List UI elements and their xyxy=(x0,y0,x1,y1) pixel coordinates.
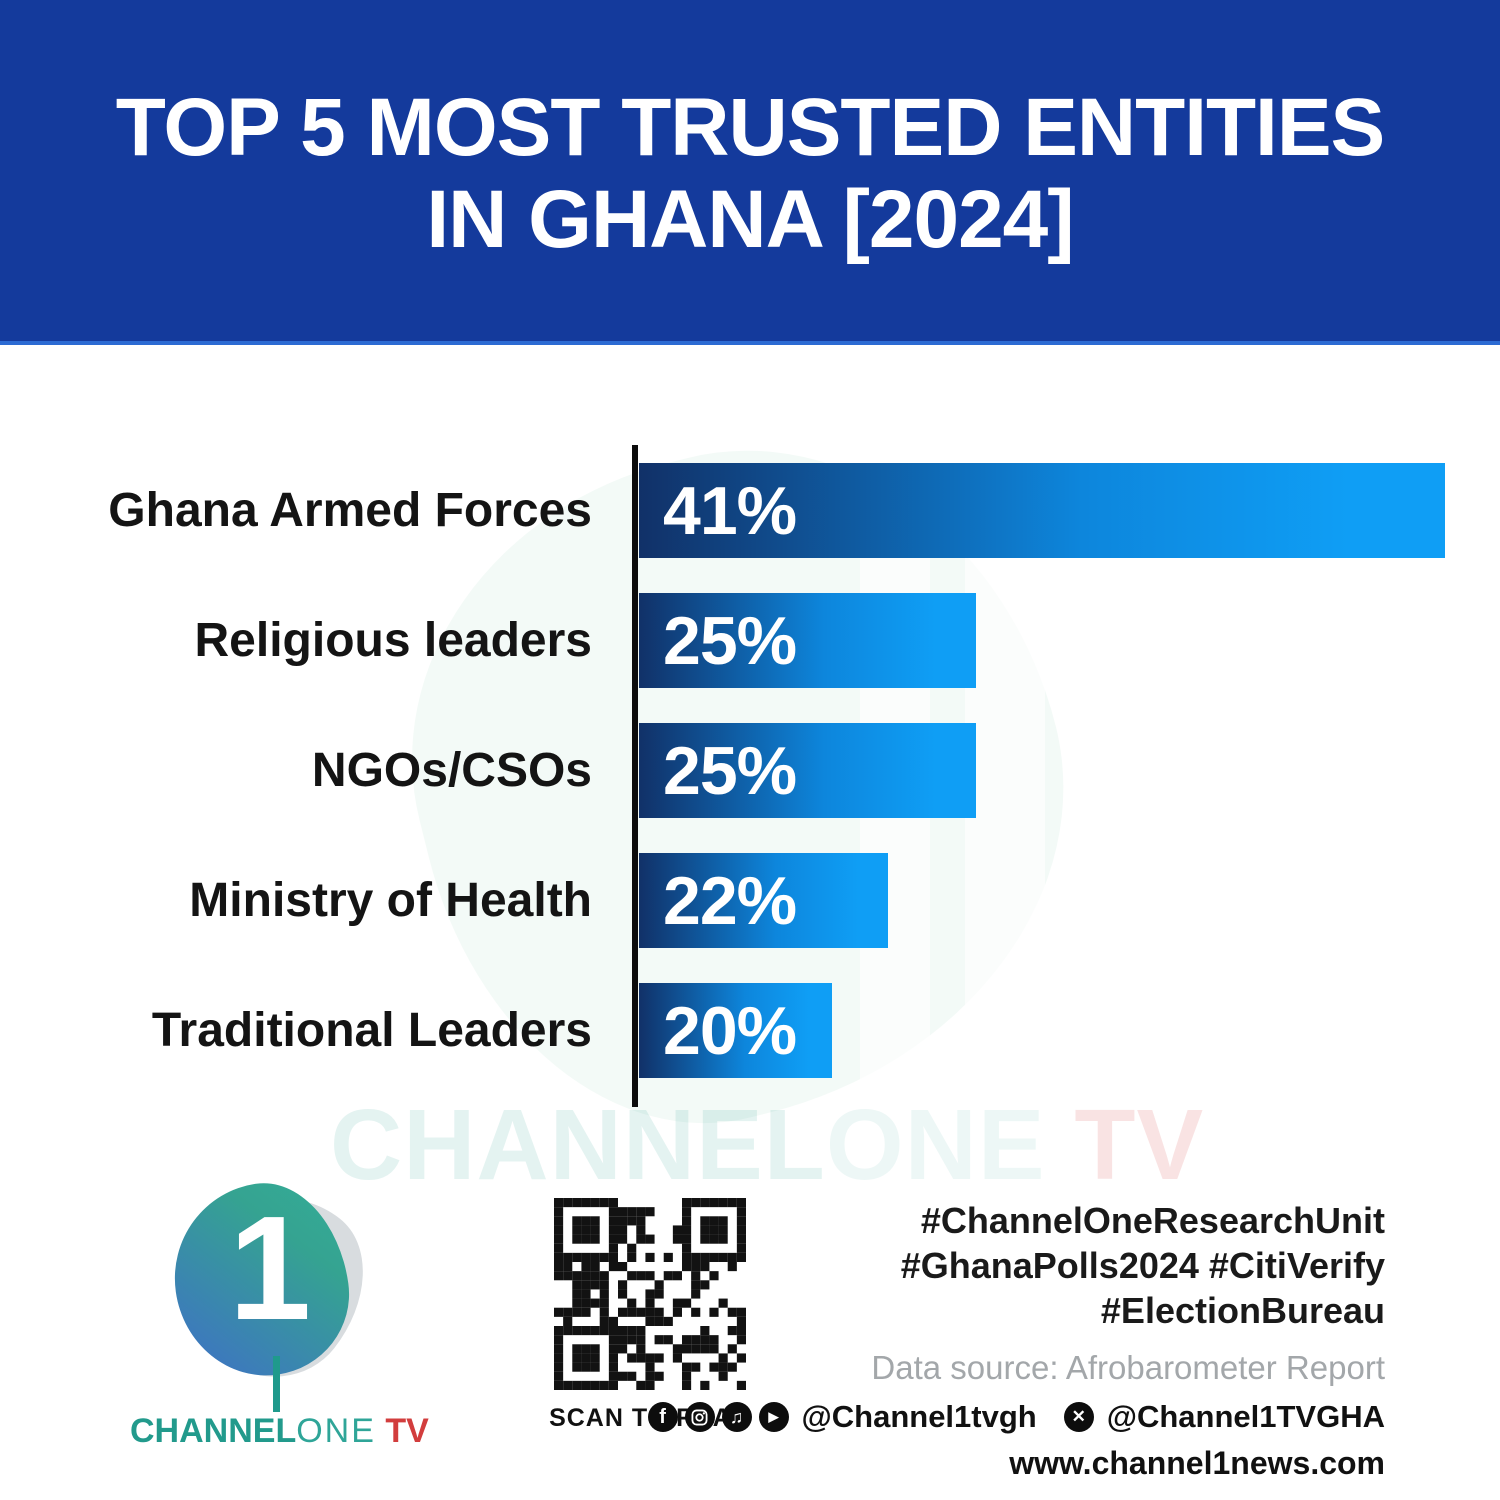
page-title-line2: IN GHANA [2024] xyxy=(426,173,1074,265)
hashtag-line: #GhanaPolls2024 #CitiVerify xyxy=(900,1245,1385,1286)
bar: 20% xyxy=(639,983,832,1078)
category-label: Ministry of Health xyxy=(189,874,592,927)
bar-row: Ghana Armed Forces 41% xyxy=(0,463,1500,558)
social-handle-2: @Channel1TVGHA xyxy=(1106,1399,1385,1434)
wordmark-channel: CHANNEL xyxy=(130,1412,297,1450)
bar: 22% xyxy=(639,853,888,948)
bar-row: Religious leaders 25% xyxy=(0,593,1500,688)
hashtags: #ChannelOneResearchUnit #GhanaPolls2024 … xyxy=(725,1198,1385,1333)
footer-right-column: #ChannelOneResearchUnit #GhanaPolls2024 … xyxy=(647,1198,1385,1482)
watermark-channel: CHANNEL xyxy=(330,1089,826,1201)
instagram-icon xyxy=(684,1402,715,1432)
hashtag-line: #ElectionBureau xyxy=(1100,1290,1385,1331)
bar: 25% xyxy=(639,723,976,818)
logo-digit-1: 1 xyxy=(228,1186,312,1351)
header-banner: TOP 5 MOST TRUSTED ENTITIES IN GHANA [20… xyxy=(0,0,1500,345)
facebook-icon: f xyxy=(647,1402,678,1432)
bar-value-label: 25% xyxy=(663,602,797,679)
website-url: www.channel1news.com xyxy=(1009,1445,1385,1481)
bar-row: Ministry of Health 22% xyxy=(0,853,1500,948)
bar-row: NGOs/CSOs 25% xyxy=(0,723,1500,818)
chart-axis-line xyxy=(632,445,638,1107)
bar-row: Traditional Leaders 20% xyxy=(0,983,1500,1078)
logo-tail-stroke xyxy=(273,1356,280,1412)
footer: 1 CHANNELONE TV SCAN TO READ #ChannelOne… xyxy=(0,1161,1500,1500)
bar-value-label: 41% xyxy=(663,472,797,549)
watermark-stripe xyxy=(965,465,1045,1105)
youtube-icon: ▶ xyxy=(758,1402,789,1432)
bar: 41% xyxy=(639,463,1445,558)
category-label: Traditional Leaders xyxy=(151,1004,592,1057)
bar-value-label: 25% xyxy=(663,732,797,809)
data-source-note: Data source: Afrobarometer Report xyxy=(871,1349,1385,1386)
channel-one-logo: 1 CHANNELONE TV xyxy=(130,1161,429,1451)
hashtag-line: #ChannelOneResearchUnit xyxy=(920,1200,1385,1241)
qr-code xyxy=(554,1198,746,1390)
bar-chart: Ghana Armed Forces 41% Religious leaders… xyxy=(0,345,1500,1178)
page-title-line1: TOP 5 MOST TRUSTED ENTITIES xyxy=(115,81,1385,173)
wordmark-tv: TV xyxy=(375,1412,429,1450)
watermark-tv: TV xyxy=(1045,1089,1205,1201)
watermark-text: CHANNELONE TV xyxy=(330,1088,1204,1203)
social-handle-1: @Channel1tvgh xyxy=(801,1399,1037,1434)
logo-wordmark: CHANNELONE TV xyxy=(130,1412,429,1451)
category-label: NGOs/CSOs xyxy=(311,744,592,797)
watermark-one: ONE xyxy=(825,1089,1046,1201)
category-label: Religious leaders xyxy=(194,614,592,667)
bar-value-label: 20% xyxy=(663,992,797,1069)
social-row: f ♫ ▶ @Channel1tvgh ✕ @Channel1TVGHA xyxy=(647,1399,1385,1435)
bar-value-label: 22% xyxy=(663,862,797,939)
qr-block: SCAN TO READ xyxy=(540,1198,760,1433)
category-label: Ghana Armed Forces xyxy=(108,484,592,537)
wordmark-one: ONE xyxy=(296,1412,376,1450)
tiktok-icon: ♫ xyxy=(721,1402,752,1432)
channel-one-logo-mark: 1 xyxy=(154,1161,400,1412)
x-icon: ✕ xyxy=(1063,1402,1094,1432)
bar: 25% xyxy=(639,593,976,688)
